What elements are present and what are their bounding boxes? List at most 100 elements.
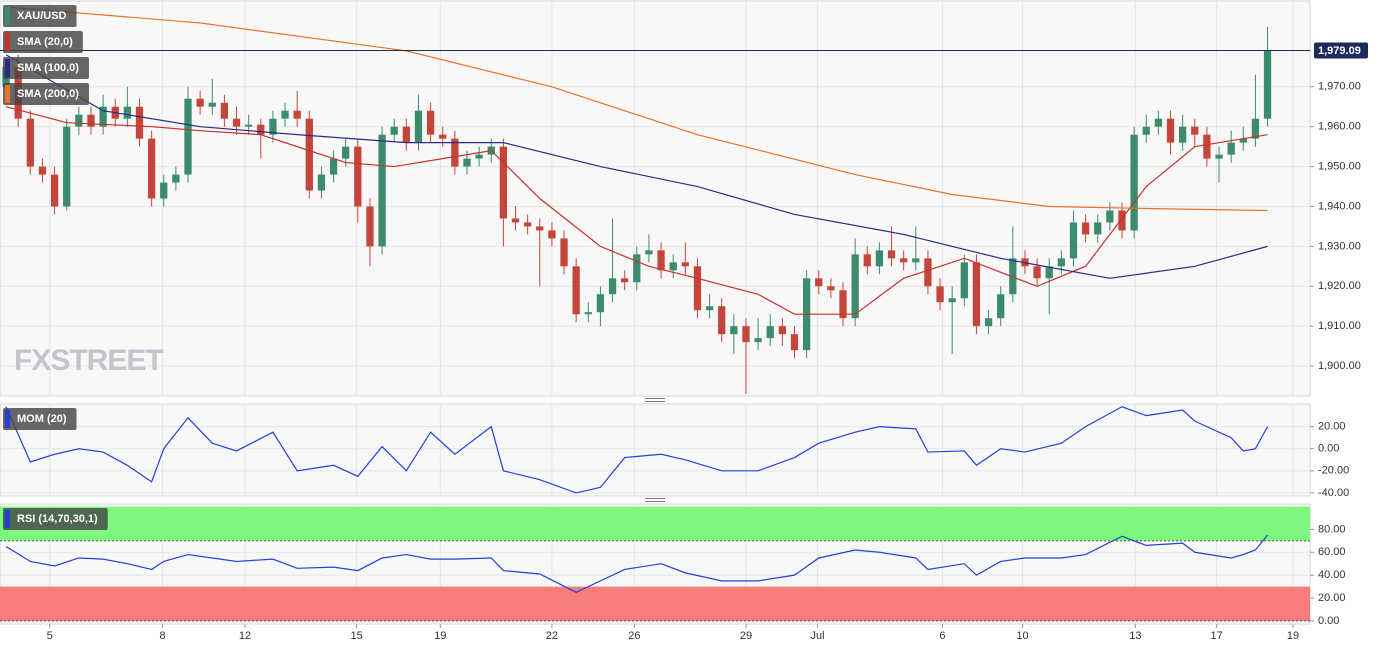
legend-entry-swatch [5,59,10,77]
candle-body [511,218,520,223]
y-tick-label: 1,910.00 [1318,320,1361,332]
legend-title-swatch [5,7,10,25]
candle-body [184,98,192,175]
candle-body [778,326,786,335]
y-tick-label: -20.00 [1318,465,1349,477]
last-price-box [1314,42,1368,59]
candle-body [1215,154,1223,159]
candle-body [390,126,398,135]
candle-body [645,250,653,255]
candle-body [936,286,944,303]
candle-body [754,338,762,343]
candle-body [948,298,956,303]
y-tick-label: 0.00 [1318,443,1339,455]
y-tick-label: -40.00 [1318,487,1349,499]
x-tick-label: 22 [546,630,558,642]
candle-body [584,312,592,315]
y-tick-label: 20.00 [1318,592,1346,604]
candle-body [997,294,1005,319]
candle-body [196,98,204,107]
candle-body [984,318,993,327]
legend-entry-swatch [5,85,10,103]
candle-body [160,182,168,199]
candle-body [499,146,508,219]
candle-body [1239,138,1247,143]
legend-title: XAU/USD [17,10,67,22]
y-tick-label: 40.00 [1318,569,1346,581]
candle-body [232,118,241,127]
y-tick-label: 0.00 [1318,615,1339,627]
legend-entry: SMA (20,0) [17,36,73,48]
candle-body [354,146,362,207]
candle-body [257,124,265,135]
candle-body [172,174,180,183]
y-tick-label: 1,930.00 [1318,240,1361,252]
legend-entry: SMA (100,0) [17,62,79,74]
candle-body [147,138,156,199]
legend-entry-swatch [5,33,10,51]
candle-body [524,222,532,227]
candle-body [75,114,83,127]
legend-entry-swatch [5,510,10,528]
y-tick-label: 1,940.00 [1318,200,1361,212]
x-tick-label: 6 [939,630,945,642]
candle-body [596,294,605,313]
candle-body [912,258,920,263]
candle-body [1033,266,1041,279]
candle-body [208,102,216,107]
candle-body [366,206,374,247]
candle-body [38,166,47,175]
candle-body [1130,134,1138,231]
candle-body [63,126,71,207]
watermark: FXSTREET [14,344,163,377]
candle-body [815,278,823,287]
candle-body [742,326,750,343]
candle-body [426,110,435,135]
x-tick-label: 26 [628,630,640,642]
legend-entry-box [3,408,77,430]
legend-entry-box [3,31,83,53]
x-tick-label: 19 [434,630,446,642]
series-line [6,6,1268,212]
last-price-label: 1,979.09 [1318,45,1361,57]
candle-body [705,306,714,311]
candle-body [342,146,350,159]
y-tick-label: 1,960.00 [1318,121,1361,133]
candle-body [1094,222,1102,235]
y-tick-label: 80.00 [1318,523,1346,535]
candle-body [1057,258,1065,267]
series-line [5,406,1269,494]
candle-body [123,106,131,119]
panel-handle [645,398,665,502]
candle-body [305,118,313,191]
candle-body [839,290,847,319]
x-tick-label: 13 [1129,630,1141,642]
candle-body [766,326,774,339]
candle-body [1166,118,1175,143]
y-tick-label: 20.00 [1318,421,1346,433]
legend-entry: MOM (20) [17,413,67,425]
candle-body [621,278,629,283]
candle-body [402,126,410,143]
candle-body [633,254,641,283]
y-tick-label: 1,900.00 [1318,360,1361,372]
y-tick-label: 1,970.00 [1318,81,1361,93]
candle-body [317,174,326,191]
candle-body [608,278,617,295]
candle-body [1009,258,1017,295]
candle-body [1142,126,1150,135]
x-tick-label: 10 [1016,630,1028,642]
candle-body [293,110,301,119]
zone-band [0,506,1310,541]
legend-entry-box [3,57,89,79]
candle-body [1106,210,1114,223]
candle-body [536,226,544,231]
candle-body [1069,222,1078,259]
candle-body [827,286,835,291]
candle-body [851,254,859,319]
candle-body [960,262,968,299]
candle-body [730,326,738,335]
price-panel [0,0,1311,397]
legend-entry: RSI (14,70,30,1) [17,513,98,525]
candle-body [1203,134,1211,159]
